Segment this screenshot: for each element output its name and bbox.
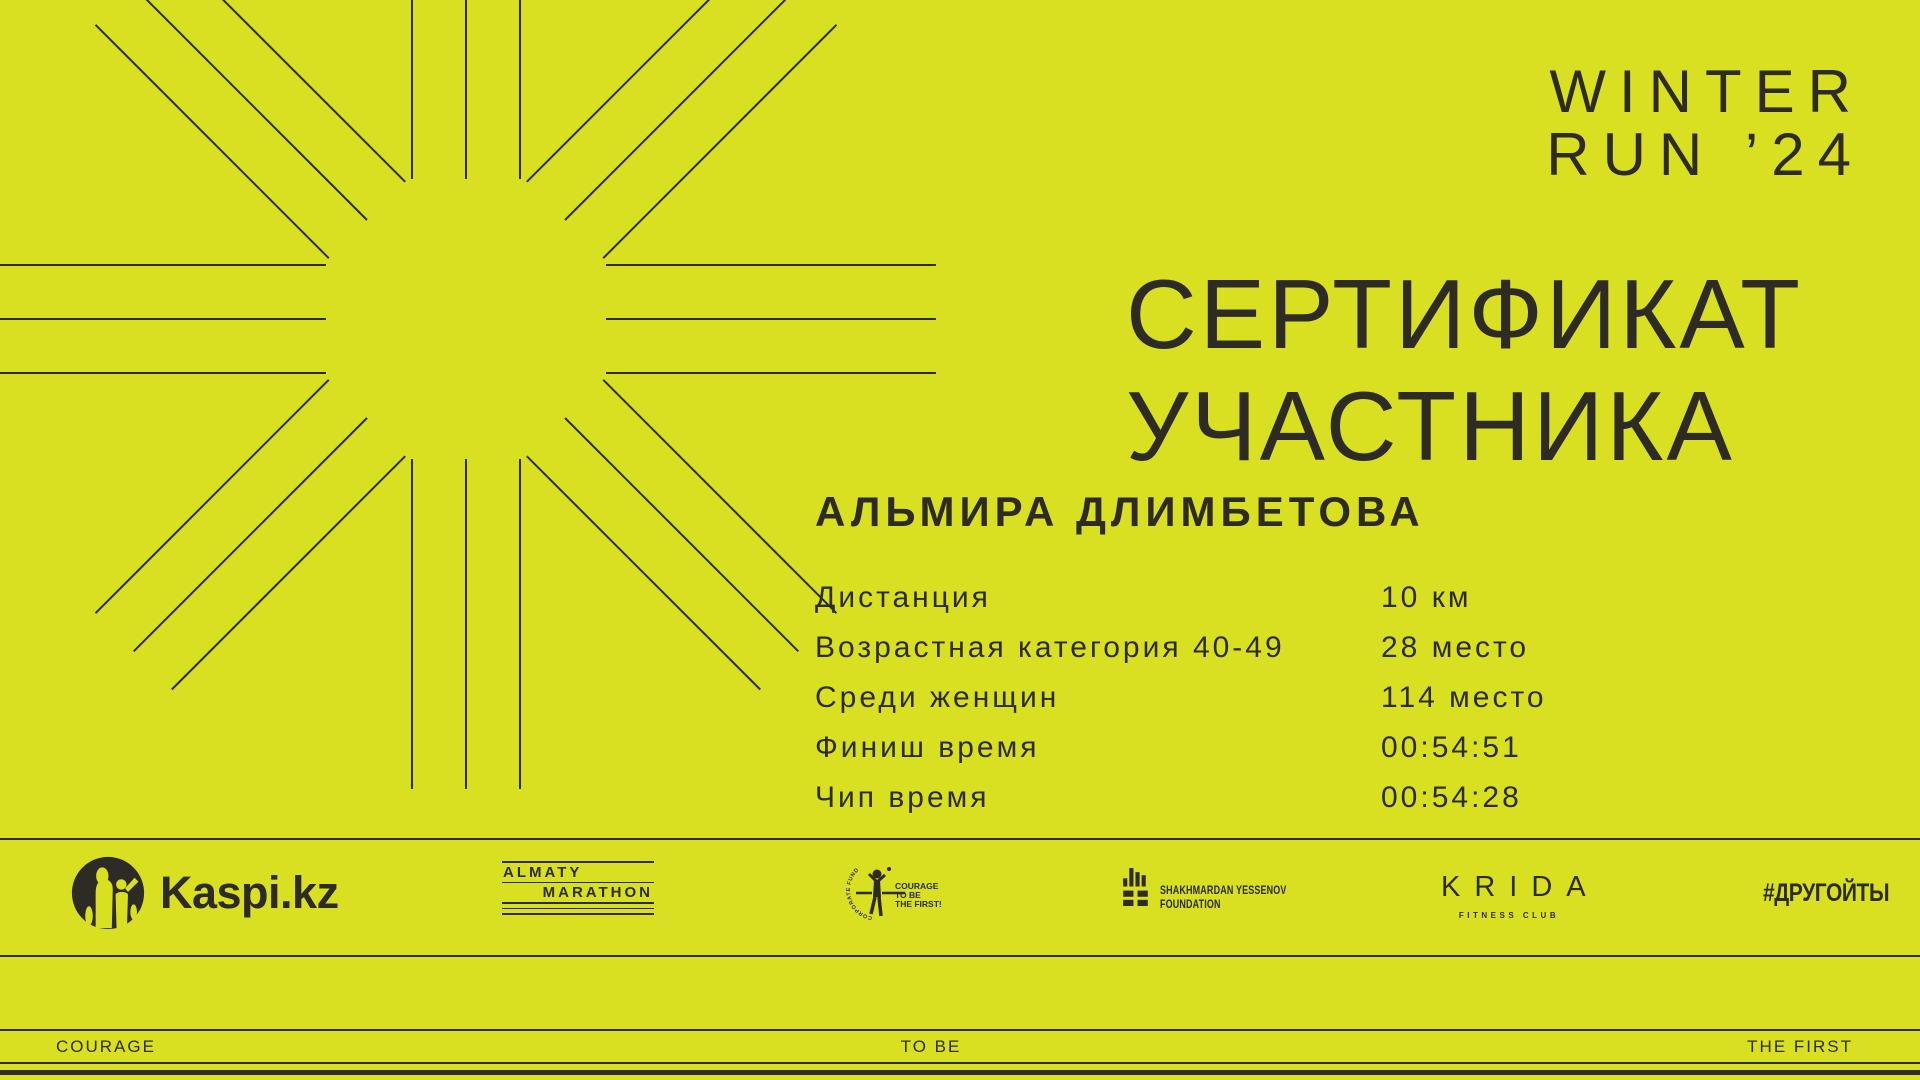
courage-fund-logo: CORPORATE FUND COURAGE TO BE THE FIRST!	[843, 850, 1058, 930]
certificate-title: СЕРТИФИКАТ УЧАСТНИКА	[1126, 258, 1803, 482]
kaspi-wordmark: Kaspi.kz	[160, 867, 339, 918]
courage-slogan-line1: COURAGE	[895, 881, 939, 891]
hashtag-logo: #ДРУГОЙТЫ	[1763, 879, 1890, 907]
almaty-line	[502, 907, 654, 909]
almaty-line	[502, 913, 654, 915]
result-row-distance: Дистанция 10 км	[815, 573, 1555, 623]
participant-name: АЛЬМИРА ДЛИМБЕТОВА	[815, 488, 1425, 535]
courage-fund-icon: CORPORATE FUND COURAGE TO BE THE FIRST!	[846, 867, 942, 921]
slogan-right: THE FIRST	[1747, 1037, 1853, 1056]
krida-subtitle: FITNESS CLUB	[1458, 911, 1560, 920]
result-label: Чип время	[815, 781, 990, 814]
almaty-line	[502, 902, 654, 904]
divider-sponsor-top	[0, 838, 1920, 840]
event-title: WINTER RUN ’24	[1546, 60, 1864, 186]
almaty-wordmark-line2: MARATHON	[542, 884, 653, 901]
result-label: Дистанция	[815, 581, 991, 614]
result-row-age-category: Возрастная категория 40-49 28 место	[815, 623, 1555, 673]
result-label: Финиш время	[815, 731, 1040, 764]
result-value: 00:54:51	[1381, 731, 1522, 764]
result-row-among-women: Среди женщин 114 место	[815, 673, 1555, 723]
certificate-title-line1: СЕРТИФИКАТ	[1126, 259, 1804, 369]
almaty-marathon-logo: ALMATY MARATHON	[502, 861, 654, 915]
event-title-line2: RUN ’24	[1546, 121, 1864, 188]
certificate-title-line2: УЧАСТНИКА	[1126, 371, 1735, 481]
result-label: Возрастная категория 40-49	[815, 631, 1285, 664]
result-row-finish-time: Финиш время 00:54:51	[815, 723, 1555, 773]
divider-slogan-top	[0, 1029, 1920, 1031]
almaty-line	[502, 881, 654, 883]
courage-slogan-line3: THE FIRST!	[895, 899, 942, 909]
yessenov-wordmark-line2: FOUNDATION	[1160, 899, 1221, 911]
result-value: 10 км	[1381, 581, 1472, 614]
kaspi-icon	[71, 856, 145, 930]
almaty-wordmark-line1: ALMATY	[503, 863, 583, 881]
slogan-left: COURAGE	[56, 1037, 156, 1056]
result-value: 00:54:28	[1381, 781, 1522, 814]
results-table: Дистанция 10 км Возрастная категория 40-…	[815, 573, 1555, 823]
event-title-line1: WINTER	[1549, 58, 1864, 125]
courage-slogan-line2: TO BE	[895, 890, 921, 900]
result-row-chip-time: Чип время 00:54:28	[815, 773, 1555, 823]
result-label: Среди женщин	[815, 681, 1060, 714]
result-value: 28 место	[1381, 631, 1530, 664]
yessenov-foundation-logo: SHAKHMARDAN YESSENOV FOUNDATION	[1123, 866, 1322, 912]
krida-logo: KRIDA FITNESS CLUB	[1441, 871, 1591, 920]
kaspi-logo: Kaspi.kz	[70, 854, 339, 932]
almaty-line	[502, 861, 654, 863]
yessenov-foundation-icon	[1123, 868, 1148, 906]
divider-sponsor-bottom	[0, 955, 1920, 957]
yessenov-wordmark-line1: SHAKHMARDAN YESSENOV	[1160, 885, 1287, 897]
divider-bottom-thick	[0, 1070, 1920, 1075]
slogan-center: TO BE	[900, 1037, 962, 1056]
result-value: 114 место	[1381, 681, 1547, 714]
divider-slogan-bottom	[0, 1062, 1920, 1064]
yessenov-wordmark: SHAKHMARDAN YESSENOV FOUNDATION	[1160, 884, 1287, 912]
krida-wordmark: KRIDA	[1441, 871, 1600, 903]
